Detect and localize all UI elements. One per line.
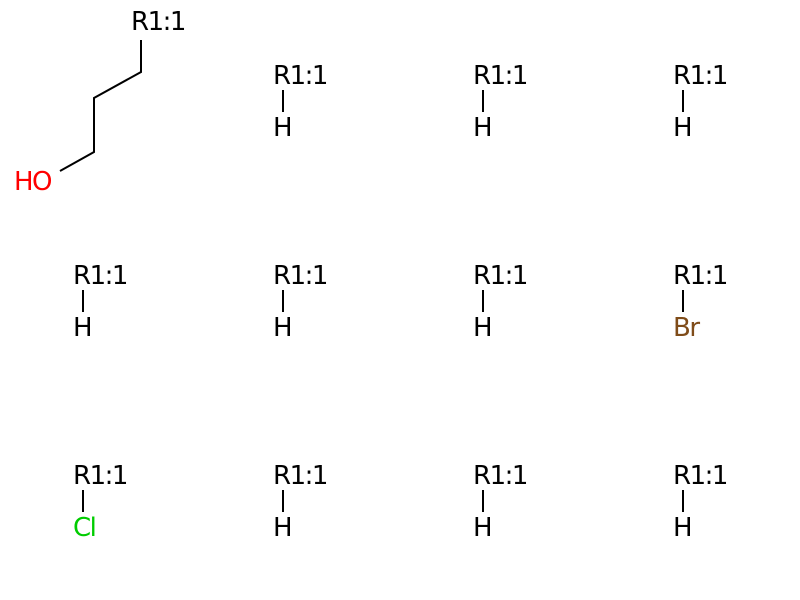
r-group-label: R1:1 [273, 61, 327, 91]
substituent-label: H [73, 313, 91, 343]
r-group-label: R1:1 [673, 461, 727, 491]
r-group-label: R1:1 [673, 61, 727, 91]
hydroxyl-label: HO [14, 167, 51, 197]
molecule-5: R1:1 H [73, 261, 128, 343]
r-group-label: R1:1 [473, 61, 527, 91]
r-group-label: R1:1 [473, 261, 527, 291]
molecule-1: R1:1 HO [14, 7, 186, 197]
carbon-chain-bonds [59, 40, 142, 172]
substituent-label: H [273, 313, 291, 343]
molecule-11: R1:1 H [473, 461, 528, 543]
substituent-label: H [673, 113, 691, 143]
r-group-label: R1:1 [473, 461, 527, 491]
molecule-8: R1:1 Br [673, 261, 728, 343]
substituent-label: Cl [73, 513, 95, 543]
substituent-label: H [473, 113, 491, 143]
r-group-label: R1:1 [673, 261, 727, 291]
substituent-label: H [473, 313, 491, 343]
substituent-label: H [473, 513, 491, 543]
r-group-label: R1:1 [273, 261, 327, 291]
molecule-2: R1:1 H [273, 61, 328, 143]
molecule-3: R1:1 H [473, 61, 528, 143]
r-group-label: R1:1 [273, 461, 327, 491]
molecule-10: R1:1 H [273, 461, 328, 543]
substituent-label: H [273, 513, 291, 543]
r-group-label: R1:1 [73, 461, 127, 491]
molecule-7: R1:1 H [473, 261, 528, 343]
molecule-12: R1:1 H [673, 461, 728, 543]
substituent-label: Br [673, 313, 700, 343]
molecule-6: R1:1 H [273, 261, 328, 343]
r-group-label: R1:1 [131, 7, 185, 37]
substituent-label: H [673, 513, 691, 543]
molecule-9: R1:1 Cl [73, 461, 128, 543]
molecule-4: R1:1 H [673, 61, 728, 143]
substituent-label: H [273, 113, 291, 143]
r-group-label: R1:1 [73, 261, 127, 291]
